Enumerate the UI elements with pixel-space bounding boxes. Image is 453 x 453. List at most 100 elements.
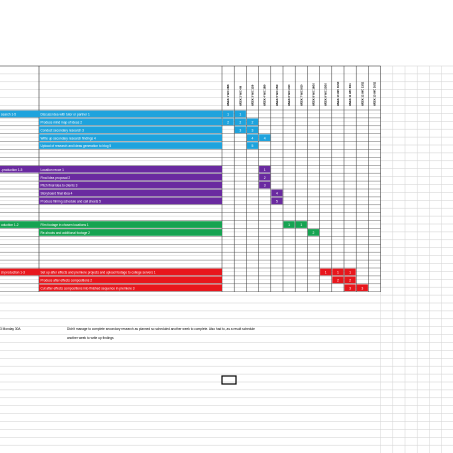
schedule-cell <box>234 126 246 134</box>
schedule-cell-number: 1 <box>288 223 290 227</box>
schedule-cell-number: 3 <box>349 286 351 290</box>
week-header: WEEK 9 W/C 23/10 <box>324 83 328 106</box>
schedule-cell-number: 3 <box>252 128 254 132</box>
task-label-bar <box>39 197 222 205</box>
schedule-cell <box>332 268 344 276</box>
task-rows: search 1-5 -production 1-5 oduction 1-2 st-… <box>0 110 368 292</box>
week-header: WEEK 1 W/C 28/8 <box>226 84 230 106</box>
schedule-cell <box>271 189 283 197</box>
schedule-cell <box>307 229 320 236</box>
schedule-cell <box>246 118 259 126</box>
group-label: oduction 1-2 <box>1 223 19 227</box>
task-label: Cut after effects compositions into fini… <box>41 286 135 290</box>
task-label: Write up secondary research findings 4 <box>41 136 96 140</box>
schedule-cell <box>234 110 246 118</box>
week-header: WEEK 11 W/C 6/11 <box>348 83 352 106</box>
schedule-cell-number: 1 <box>227 113 229 117</box>
task-label-bar <box>39 276 222 284</box>
schedule-cell <box>234 118 246 126</box>
schedule-cell <box>246 126 259 134</box>
schedule-cell <box>295 221 307 228</box>
group-label: search 1-5 <box>1 113 16 117</box>
schedule-cell <box>246 142 259 149</box>
schedule-cell-number: 3 <box>361 286 363 290</box>
group-label-bar <box>0 268 39 276</box>
task-label-bar <box>39 110 222 118</box>
schedule-cell-number: 2 <box>239 121 241 125</box>
schedule-cell <box>259 181 271 189</box>
task-label: Produce mind map of ideas 2 <box>41 121 83 125</box>
week-header: WEEK 3 W/C 11/9 <box>251 84 255 106</box>
schedule-cell <box>222 118 234 126</box>
week-header: WEEK 8 W/C 16/10 <box>312 83 316 106</box>
task-label-bar <box>39 181 222 189</box>
task-label: Produce filming schedule and call sheets… <box>41 200 102 204</box>
week-header: WEEK 12 W/C 13/11 <box>360 81 364 106</box>
schedule-cell-number: 5 <box>276 200 278 204</box>
schedule-cell <box>332 276 344 284</box>
task-label-bar <box>39 221 222 228</box>
schedule-cell-number: 1 <box>349 271 351 275</box>
task-label: Film footage in chosen locations 1 <box>41 223 89 227</box>
schedule-cell <box>356 284 368 292</box>
task-label: Upload of research and ideas generation … <box>41 144 112 148</box>
schedule-cell <box>283 221 295 228</box>
notes-area: 3 Monday 30A Didn't manage to complete s… <box>0 327 255 340</box>
schedule-cell <box>246 134 259 141</box>
schedule-cell-number: 4 <box>264 136 266 140</box>
schedule-cell <box>320 268 332 276</box>
schedule-cell-number: 2 <box>227 121 229 125</box>
schedule-cell-number: 4 <box>276 192 278 196</box>
note-line-2: another week to write up findings <box>67 336 114 340</box>
group-label: -production 1-5 <box>1 168 23 172</box>
grid-lines <box>0 65 453 453</box>
schedule-cell-number: 1 <box>264 168 266 172</box>
selected-cell[interactable] <box>221 375 237 385</box>
week-header: WEEK 2 W/C 4/9 <box>238 85 242 106</box>
schedule-cell-number: 1 <box>337 271 339 275</box>
schedule-cell <box>259 173 271 181</box>
group-label-bar <box>0 110 39 118</box>
task-label: Discuss idea with tutor or partner 1 <box>41 113 90 117</box>
group-label: st-production 1-3 <box>1 271 25 275</box>
task-label-bar <box>39 134 222 141</box>
schedule-cell <box>259 134 271 141</box>
schedule-cell <box>344 276 356 284</box>
week-header: WEEK 10 W/C 30/10 <box>336 81 340 106</box>
task-label: Pitch final idea to clients 3 <box>41 184 78 188</box>
schedule-cell-number: 2 <box>313 231 315 235</box>
task-label-bar <box>39 165 222 173</box>
task-label-bar <box>39 284 222 292</box>
schedule-cell-number: 2 <box>337 279 339 283</box>
task-label: Set up after effects and premiere projec… <box>41 271 156 275</box>
group-label-bar <box>0 221 39 228</box>
task-label-bar <box>39 189 222 197</box>
task-label-bar <box>39 229 222 236</box>
task-label-bar <box>39 173 222 181</box>
schedule-cell-number: 5 <box>252 144 254 148</box>
schedule-cell <box>344 284 356 292</box>
schedule-cell-number: 2 <box>264 176 266 180</box>
schedule-cell <box>259 165 271 173</box>
group-label-bar <box>0 165 39 173</box>
schedule-cell-number: 1 <box>300 223 302 227</box>
schedule-cell-number: 2 <box>252 121 254 125</box>
schedule-cell <box>271 197 283 205</box>
task-label-bar <box>39 142 222 149</box>
schedule-cell-number: 2 <box>349 279 351 283</box>
task-label: Final idea proposal 2 <box>41 176 71 180</box>
week-header: WEEK 7 W/C 9/10 <box>299 84 303 106</box>
schedule-cell-number: 1 <box>325 271 327 275</box>
task-label-bar <box>39 268 222 276</box>
note-line-1: Didn't manage to complete secondary rese… <box>67 327 255 331</box>
schedule-cell-number: 4 <box>252 136 254 140</box>
week-header: WEEK 13 W/C 20/11 <box>373 81 377 106</box>
week-header: WEEK 6 W/C 2/10 <box>287 84 291 106</box>
task-label: Conduct secondary research 3 <box>41 128 85 132</box>
task-label-bar <box>39 118 222 126</box>
task-label: Re-shoots and additional footage 2 <box>41 231 91 235</box>
schedule-cell-number: 3 <box>264 184 266 188</box>
schedule-cell <box>344 268 356 276</box>
task-label-bar <box>39 126 222 134</box>
